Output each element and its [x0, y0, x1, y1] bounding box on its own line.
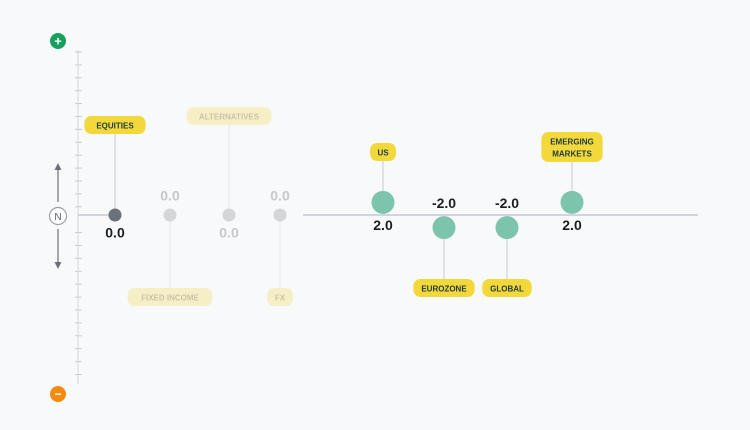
emerging-markets-label: MARKETS	[552, 150, 592, 159]
marker-global[interactable]	[495, 216, 519, 240]
value-us: 2.0	[373, 217, 393, 233]
emerging-markets-pill	[541, 132, 603, 162]
marker-eurozone[interactable]	[432, 216, 456, 240]
alternatives-pill	[186, 107, 272, 125]
fixed-income-pill	[127, 288, 213, 306]
positive-badge	[50, 33, 66, 49]
emerging-markets-label: EMERGING	[550, 138, 594, 147]
eurozone-pill	[413, 279, 475, 297]
fixed-income-label: FIXED INCOME	[141, 294, 199, 303]
fx-label: FX	[275, 294, 286, 303]
arrow-up-icon	[54, 163, 62, 170]
value-alternatives: 0.0	[219, 225, 239, 241]
us-label: US	[377, 149, 389, 158]
plus-icon: +	[54, 34, 62, 49]
arrow-down-icon	[54, 262, 62, 269]
neutral-circle	[48, 206, 68, 226]
point-fx[interactable]: FX 0.0	[267, 188, 293, 307]
value-fixed-income: 0.0	[160, 188, 180, 204]
value-equities: 0.0	[105, 225, 125, 241]
minus-icon: −	[54, 387, 61, 401]
marker-equities[interactable]	[108, 208, 122, 222]
equities-pill	[84, 116, 146, 134]
point-equities[interactable]: EQUITIES 0.0	[84, 116, 146, 241]
point-us[interactable]: US 2.0	[370, 143, 396, 233]
negative-badge	[50, 386, 66, 402]
fx-pill	[267, 288, 293, 306]
value-global: -2.0	[495, 195, 519, 211]
point-alternatives[interactable]: ALTERNATIVES 0.0	[186, 107, 272, 241]
point-global[interactable]: GLOBAL -2.0	[482, 195, 532, 297]
global-pill	[482, 279, 532, 297]
eurozone-label: EUROZONE	[421, 285, 467, 294]
alternatives-label: ALTERNATIVES	[199, 113, 260, 122]
point-fixed-income[interactable]: FIXED INCOME 0.0	[127, 188, 213, 307]
marker-fixed-income[interactable]	[163, 208, 177, 222]
point-emerging-markets[interactable]: EMERGING MARKETS 2.0	[541, 132, 603, 233]
equities-label: EQUITIES	[96, 122, 134, 131]
marker-us[interactable]	[371, 190, 395, 214]
marker-alternatives[interactable]	[222, 208, 236, 222]
value-emerging-markets: 2.0	[562, 217, 582, 233]
vertical-scale-axis: N + −	[48, 33, 82, 402]
point-eurozone[interactable]: EUROZONE -2.0	[413, 195, 475, 297]
data-points: EQUITIES 0.0 FIXED INCOME 0.0 ALTERNATIVES 0.…	[84, 107, 603, 307]
us-pill	[370, 143, 396, 161]
global-label: GLOBAL	[490, 285, 524, 294]
value-eurozone: -2.0	[432, 195, 456, 211]
marker-fx[interactable]	[273, 208, 287, 222]
value-fx: 0.0	[270, 188, 290, 204]
marker-emerging-markets[interactable]	[560, 190, 584, 214]
neutral-label: N	[54, 212, 61, 223]
